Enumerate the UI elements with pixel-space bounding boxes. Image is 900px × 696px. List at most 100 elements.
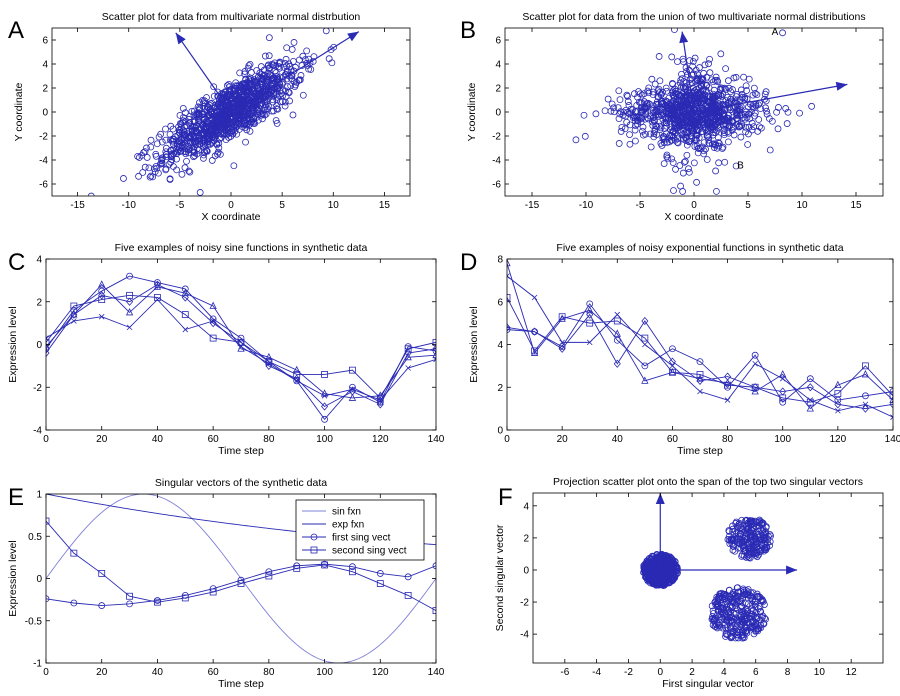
data-point [273, 120, 281, 127]
data-point [685, 165, 692, 173]
data-point [432, 338, 436, 346]
data-point [279, 92, 287, 100]
data-point [231, 104, 239, 112]
data-point [751, 533, 759, 541]
data-point [658, 90, 665, 98]
data-point [186, 168, 194, 176]
data-point [656, 77, 664, 85]
data-point [696, 64, 703, 71]
data-point [642, 111, 650, 119]
data-point [151, 168, 159, 175]
data-point [263, 79, 271, 86]
data-point [743, 530, 751, 538]
data-point [223, 82, 231, 89]
data-point [631, 90, 638, 98]
data-point [763, 107, 770, 115]
data-point [218, 96, 226, 104]
data-point [661, 580, 669, 587]
data-point [613, 359, 621, 368]
data-point [737, 86, 745, 94]
data-point [46, 348, 50, 358]
data-point [349, 563, 356, 571]
data-point [641, 376, 649, 384]
data-point [126, 600, 133, 608]
data-point [745, 550, 753, 558]
data-point [669, 558, 677, 566]
y-axis-label: Y coordinate [466, 82, 478, 141]
y-tick-label: 4 [523, 501, 529, 512]
data-point [724, 397, 731, 403]
data-point [310, 533, 318, 541]
data-point [70, 599, 78, 607]
y-tick-label: 0 [523, 565, 529, 576]
data-point [70, 549, 78, 557]
data-point [283, 62, 290, 70]
data-point [657, 98, 665, 105]
data-point [749, 91, 757, 99]
data-point [889, 392, 893, 400]
data-point [666, 101, 674, 109]
panel-a: A -15 -10 -5 0 5 10 15 -6 -4 -2 0 2 4 6 Scatter plot fo… [8, 11, 411, 223]
data-point [213, 122, 220, 129]
y-tick-label: 0 [36, 574, 42, 585]
data-point [724, 372, 732, 381]
data-point [732, 162, 740, 170]
data-point [640, 106, 648, 114]
data-point [228, 100, 235, 108]
data-point [185, 167, 193, 175]
data-point [620, 108, 627, 116]
y-tick-label: 6 [42, 36, 48, 47]
data-point [714, 78, 722, 86]
data-point [625, 102, 633, 109]
data-point [724, 128, 732, 136]
data-point [281, 98, 289, 106]
data-point [604, 95, 612, 103]
x-tick-label: 60 [208, 434, 220, 445]
series-line [507, 263, 893, 410]
data-point [183, 157, 190, 165]
data-point [736, 532, 744, 540]
data-point [149, 173, 157, 181]
legend-entry: sin fxn [332, 507, 361, 518]
data-point [613, 317, 621, 325]
data-point [729, 595, 736, 603]
data-point [709, 96, 717, 103]
x-tick-label: 40 [152, 434, 164, 445]
data-point [211, 101, 219, 109]
data-point [730, 131, 738, 139]
data-point [265, 34, 273, 42]
data-point [327, 46, 335, 54]
data-point [647, 566, 655, 574]
series-diamond [507, 310, 893, 413]
data-point [586, 310, 594, 319]
data-point [676, 102, 684, 110]
data-point [265, 352, 273, 361]
data-point [649, 118, 656, 126]
data-point [275, 92, 283, 100]
data-point [220, 130, 227, 138]
data-point [637, 118, 645, 126]
data-point [783, 120, 791, 127]
x-tick-label: 15 [379, 200, 391, 211]
data-point [682, 133, 690, 141]
x-axis-label: Time step [218, 445, 264, 457]
x-tick-label: 100 [316, 667, 333, 678]
data-point [731, 547, 739, 555]
data-point [244, 64, 252, 72]
panel-letter: E [8, 484, 24, 511]
data-point [741, 115, 749, 123]
data-point [214, 101, 222, 108]
x-axis-label: Time step [677, 445, 723, 457]
data-point [250, 119, 258, 127]
data-point [712, 167, 720, 175]
y-tick-label: 6 [495, 36, 501, 47]
data-point [691, 143, 699, 150]
data-point [738, 627, 746, 635]
data-point [210, 83, 218, 91]
data-point [235, 114, 243, 122]
data-point [265, 568, 273, 576]
data-point [181, 288, 189, 297]
data-point [221, 127, 229, 135]
data-point [806, 383, 814, 392]
